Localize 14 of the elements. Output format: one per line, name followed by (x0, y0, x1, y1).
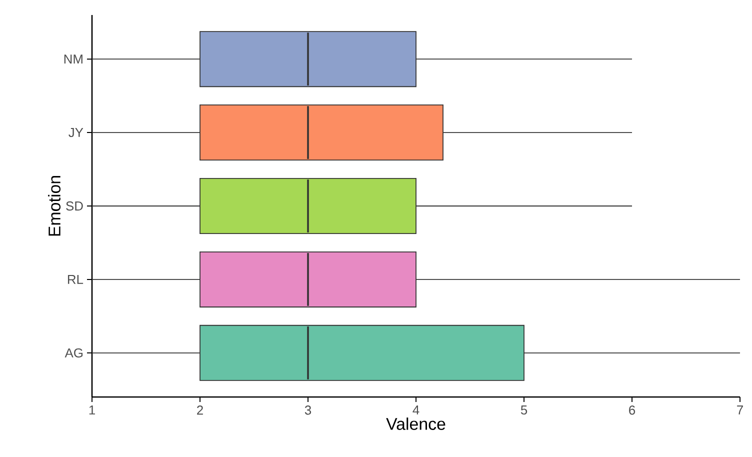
x-tick-label: 6 (629, 406, 636, 415)
y-tick-label: SD (66, 201, 83, 211)
x-tick-label: 7 (737, 406, 743, 414)
x-tick-label: 5 (520, 406, 528, 415)
y-tick-label: NM (64, 54, 82, 64)
x-tick-label: 4 (412, 406, 420, 414)
y-tick-label: RL (68, 275, 84, 284)
x-axis-title: Valence (386, 418, 446, 430)
x-tick-label: 1 (89, 406, 95, 414)
y-tick-label: AG (64, 348, 83, 358)
y-tick-label: JY (68, 128, 84, 138)
y-axis-title: Emotion (48, 176, 61, 236)
x-tick-label: 2 (197, 406, 203, 415)
x-tick-label: 3 (304, 406, 312, 415)
